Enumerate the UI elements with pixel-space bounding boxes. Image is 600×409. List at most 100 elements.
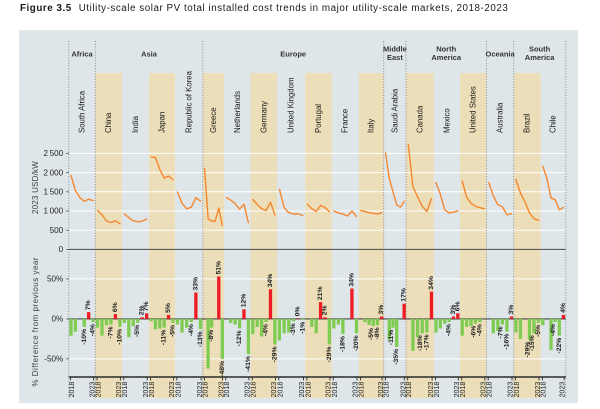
svg-text:500: 500 (50, 226, 64, 235)
svg-text:-4%: -4% (188, 324, 195, 336)
svg-text:Middle: Middle (383, 45, 407, 54)
svg-text:2023 USD/kW: 2023 USD/kW (31, 161, 40, 214)
svg-text:Republic of Korea: Republic of Korea (184, 70, 193, 133)
svg-text:America: America (431, 53, 461, 62)
svg-text:Brazil: Brazil (523, 113, 532, 133)
svg-text:2023: 2023 (298, 382, 306, 398)
svg-text:7%: 7% (85, 300, 92, 310)
svg-text:12%: 12% (240, 294, 247, 308)
svg-text:Germany: Germany (259, 101, 268, 133)
svg-text:-4%: -4% (550, 324, 557, 336)
svg-text:51%: 51% (215, 261, 222, 275)
svg-text:-12%: -12% (236, 331, 243, 347)
svg-text:2018: 2018 (382, 382, 390, 398)
svg-text:-50%: -50% (44, 355, 63, 364)
svg-text:-29%: -29% (524, 342, 531, 358)
svg-text:Greece: Greece (209, 107, 218, 133)
svg-text:-4%: -4% (446, 324, 453, 336)
svg-text:-18%: -18% (339, 336, 346, 352)
svg-text:2018: 2018 (201, 382, 209, 398)
svg-text:2023: 2023 (427, 382, 435, 398)
svg-text:-11%: -11% (161, 330, 168, 346)
svg-text:4%: 4% (560, 303, 567, 313)
svg-text:-4%: -4% (90, 324, 97, 336)
svg-text:2018: 2018 (513, 382, 521, 398)
svg-text:2 500: 2 500 (44, 149, 64, 158)
svg-text:-3%: -3% (290, 323, 297, 335)
svg-text:2023: 2023 (453, 382, 461, 398)
svg-text:-6%: -6% (470, 326, 477, 338)
svg-text:Saudi Arabia: Saudi Arabia (390, 88, 399, 133)
svg-text:-5%: -5% (134, 325, 141, 337)
svg-text:3%: 3% (450, 305, 457, 315)
svg-text:2023: 2023 (142, 382, 150, 398)
svg-text:2018: 2018 (486, 382, 494, 398)
svg-text:2023: 2023 (559, 382, 567, 398)
svg-text:-35%: -35% (393, 349, 400, 365)
svg-text:7%: 7% (143, 301, 150, 311)
svg-text:1 000: 1 000 (44, 207, 64, 216)
svg-text:% Difference from previous yea: % Difference from previous year (31, 257, 40, 387)
svg-text:2018: 2018 (304, 382, 312, 398)
svg-text:2018: 2018 (331, 382, 339, 398)
svg-text:East: East (387, 53, 403, 62)
svg-text:34%: 34% (428, 276, 435, 290)
svg-text:0: 0 (59, 245, 64, 254)
svg-text:6%: 6% (454, 301, 461, 311)
svg-text:0%: 0% (295, 306, 302, 316)
svg-text:2023: 2023 (88, 382, 96, 398)
svg-text:2023: 2023 (399, 382, 407, 398)
svg-text:Portugal: Portugal (314, 104, 323, 133)
svg-text:-4%: -4% (263, 324, 270, 336)
svg-text:Japan: Japan (157, 112, 166, 133)
svg-text:South: South (529, 45, 551, 54)
svg-text:2023: 2023 (480, 382, 488, 398)
svg-text:United States: United States (469, 86, 478, 133)
svg-text:2023: 2023 (377, 382, 385, 398)
svg-text:2018: 2018 (358, 382, 366, 398)
svg-text:5%: 5% (165, 303, 172, 313)
svg-text:-22%: -22% (556, 338, 563, 354)
svg-text:Mexico: Mexico (442, 108, 451, 133)
svg-text:Canada: Canada (415, 105, 424, 133)
svg-text:2 000: 2 000 (44, 168, 64, 177)
svg-text:2018: 2018 (540, 382, 548, 398)
svg-text:17%: 17% (401, 288, 408, 302)
svg-text:2023: 2023 (270, 382, 278, 398)
svg-text:Asia: Asia (141, 50, 158, 59)
svg-text:-15%: -15% (529, 335, 536, 351)
svg-text:South Africa: South Africa (77, 90, 86, 133)
svg-text:-48%: -48% (219, 361, 226, 377)
svg-text:-7%: -7% (107, 327, 114, 339)
svg-text:-5%: -5% (535, 325, 542, 337)
svg-text:21%: 21% (317, 286, 324, 300)
svg-text:34%: 34% (267, 274, 274, 288)
svg-text:-10%: -10% (81, 329, 88, 345)
svg-text:2018: 2018 (148, 382, 156, 398)
svg-text:3%: 3% (508, 305, 515, 315)
svg-text:United Kingdom: United Kingdom (287, 78, 296, 133)
svg-text:-8%: -8% (374, 327, 381, 339)
svg-text:2023: 2023 (244, 382, 252, 398)
svg-text:India: India (131, 115, 140, 133)
svg-text:2018: 2018 (121, 382, 129, 398)
svg-text:-41%: -41% (245, 356, 252, 372)
svg-text:-17%: -17% (423, 335, 430, 351)
svg-text:-29%: -29% (326, 347, 333, 363)
svg-text:2018: 2018 (459, 382, 467, 398)
svg-text:Africa: Africa (71, 50, 93, 59)
svg-text:2023: 2023 (507, 382, 515, 398)
svg-text:North: North (436, 45, 456, 54)
svg-text:-5%: -5% (169, 325, 176, 337)
svg-text:2023: 2023 (534, 382, 542, 398)
svg-text:34%: 34% (348, 273, 355, 287)
svg-text:Netherlands: Netherlands (233, 91, 242, 133)
svg-text:2%: 2% (322, 305, 329, 315)
svg-text:-16%: -16% (503, 334, 510, 350)
svg-text:2018: 2018 (250, 382, 258, 398)
svg-text:0%: 0% (51, 315, 63, 324)
svg-text:6%: 6% (112, 302, 119, 312)
svg-text:-7%: -7% (497, 327, 504, 339)
svg-text:Chile: Chile (549, 115, 558, 133)
svg-text:Australia: Australia (496, 102, 505, 133)
